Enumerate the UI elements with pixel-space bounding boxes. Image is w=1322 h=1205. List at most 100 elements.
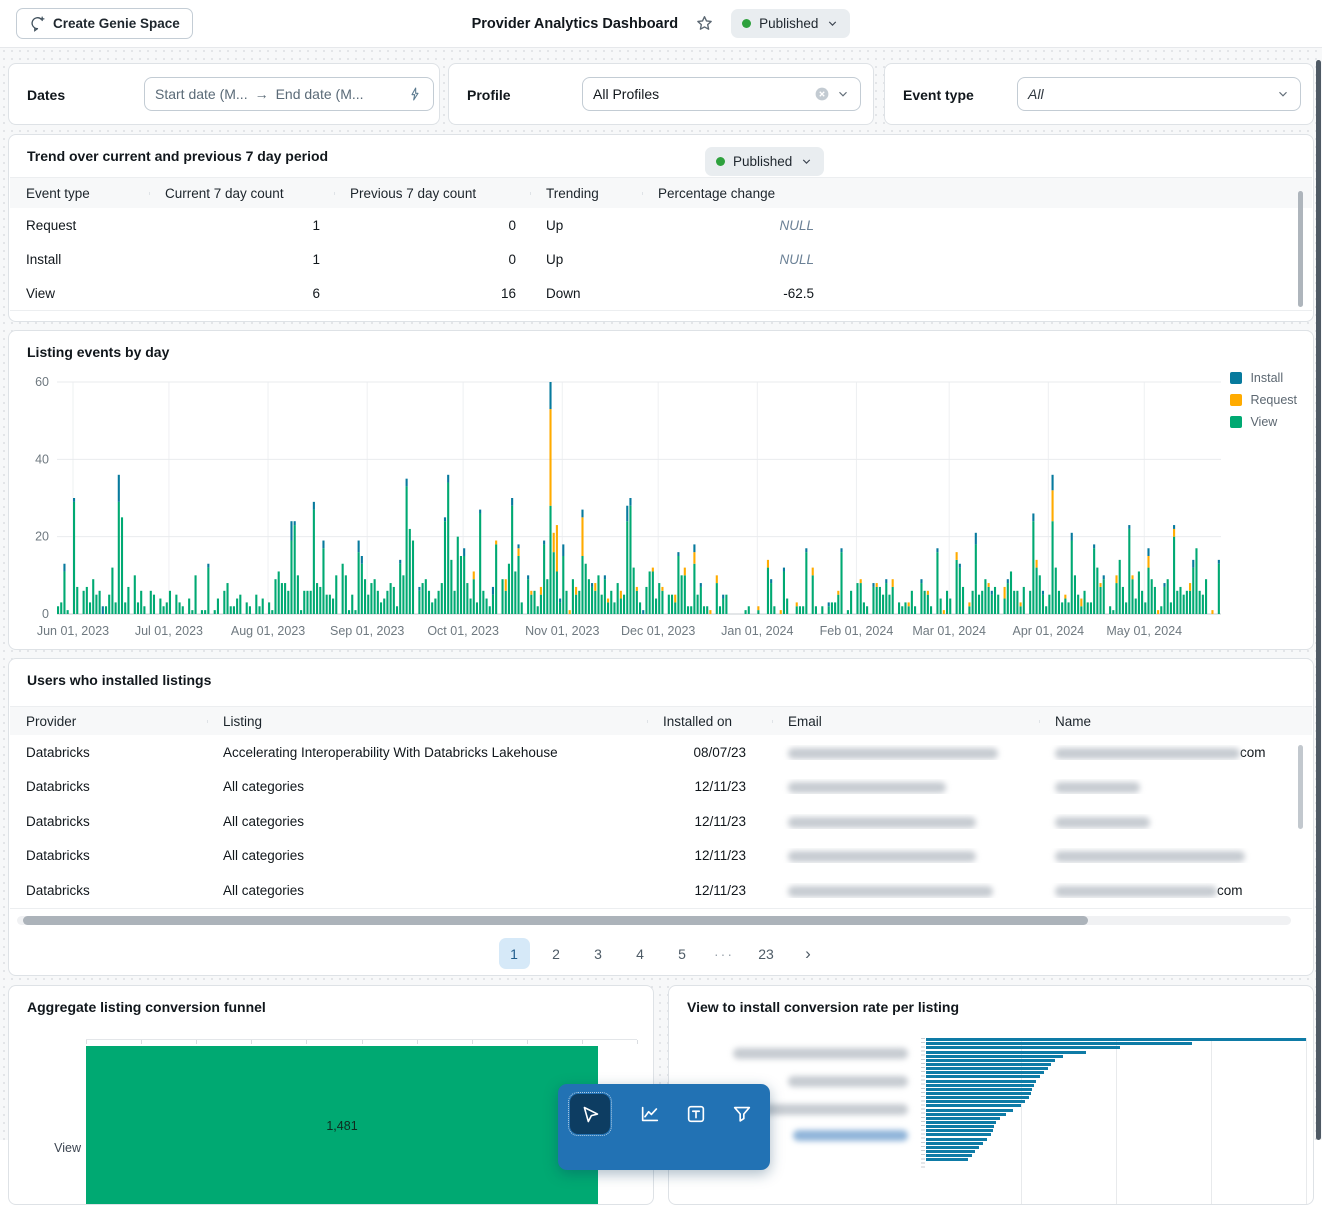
table-cell: 16 <box>500 285 516 301</box>
column-header[interactable]: Installed on <box>647 714 772 729</box>
profile-filter-card: Profile All Profiles <box>448 63 874 125</box>
svg-text:Sep 01, 2023: Sep 01, 2023 <box>330 624 404 638</box>
event-type-filter-label: Event type <box>903 87 974 103</box>
table-row[interactable]: Databricks All categories 12/11/23 <box>10 838 1312 874</box>
column-header[interactable]: Previous 7 day count <box>334 186 530 201</box>
page-scrollbar[interactable] <box>1316 60 1321 1140</box>
column-header[interactable]: Listing <box>207 714 647 729</box>
table-row[interactable]: Databricks Accelerating Interoperability … <box>10 735 1312 771</box>
table-row[interactable]: Databricks All categories 12/11/23 com <box>10 873 1312 909</box>
table-row[interactable]: View 6 16 Down -62.5 <box>10 276 1312 311</box>
funnel-bar-view[interactable]: 1,481 <box>86 1046 598 1204</box>
legend-label: View <box>1250 415 1278 429</box>
conversion-bar[interactable] <box>926 1108 1014 1112</box>
conversion-bar[interactable] <box>926 1071 1044 1075</box>
table-row[interactable]: Databricks All categories 12/11/23 <box>10 804 1312 840</box>
table-row[interactable]: Databricks All categories 12/11/23 <box>10 769 1312 805</box>
conversion-bar[interactable] <box>926 1145 980 1149</box>
conversion-bar[interactable] <box>926 1100 1025 1104</box>
conversion-bar[interactable] <box>926 1141 983 1145</box>
conversion-bar[interactable] <box>926 1046 1120 1050</box>
users-hscroll-thumb[interactable] <box>23 916 1088 925</box>
conversion-bar[interactable] <box>926 1062 1052 1066</box>
table-cell: Request <box>26 217 77 233</box>
conversion-bar[interactable] <box>926 1137 987 1141</box>
event-type-select[interactable]: All <box>1017 77 1301 111</box>
next-page-button[interactable]: › <box>805 943 811 963</box>
profile-select[interactable]: All Profiles <box>582 77 861 111</box>
conversion-bar[interactable] <box>926 1058 1056 1062</box>
event-type-filter-card: Event type All <box>884 63 1314 125</box>
table-cell: Up <box>546 251 564 267</box>
svg-text:Mar 01, 2024: Mar 01, 2024 <box>912 624 986 638</box>
users-hscroll-track[interactable] <box>17 916 1291 925</box>
conversion-bar[interactable] <box>926 1158 968 1162</box>
column-header[interactable]: Provider <box>26 714 77 729</box>
column-header[interactable]: Email <box>772 714 1039 729</box>
add-filter-tool[interactable] <box>722 1094 762 1134</box>
create-genie-space-label: Create Genie Space <box>53 16 180 31</box>
select-tool[interactable] <box>568 1092 612 1136</box>
page-button[interactable]: 1 <box>498 938 530 969</box>
svg-text:0: 0 <box>42 607 49 621</box>
column-header[interactable]: Event type <box>26 186 90 201</box>
page-button[interactable]: 23 <box>758 945 774 962</box>
conversion-bar[interactable] <box>926 1038 1306 1042</box>
table-row[interactable]: Request 1 0 Up NULL <box>10 208 1312 243</box>
page-button[interactable]: 3 <box>594 945 602 962</box>
conversion-bar[interactable] <box>926 1083 1035 1087</box>
conversion-bar[interactable] <box>926 1050 1086 1054</box>
conversion-bar[interactable] <box>926 1096 1029 1100</box>
conversion-bar[interactable] <box>926 1150 976 1154</box>
clear-selection-icon[interactable] <box>814 86 830 102</box>
text-box-icon <box>685 1103 707 1125</box>
legend-item[interactable]: Install <box>1230 371 1297 385</box>
date-range-input[interactable]: Start date (M... → End date (M... <box>144 77 434 111</box>
conversion-bar[interactable] <box>926 1112 1006 1116</box>
conversion-bar[interactable] <box>926 1092 1031 1096</box>
table-row[interactable]: Install 1 0 Up NULL <box>10 242 1312 277</box>
conversion-bar[interactable] <box>926 1079 1037 1083</box>
funnel-bar-value: 1,481 <box>326 1119 358 1133</box>
favorite-star-icon[interactable] <box>695 14 714 33</box>
svg-text:Dec 01, 2023: Dec 01, 2023 <box>621 624 695 638</box>
create-genie-space-button[interactable]: Create Genie Space <box>16 8 193 39</box>
column-header[interactable]: Percentage change <box>642 186 828 201</box>
column-header[interactable]: Trending <box>530 186 642 201</box>
column-header[interactable]: Current 7 day count <box>149 186 334 201</box>
conversion-bar[interactable] <box>926 1087 1033 1091</box>
conversion-bar[interactable] <box>926 1116 1001 1120</box>
table-cell: 1 <box>312 251 320 267</box>
users-table-scrollbar[interactable] <box>1298 745 1303 829</box>
add-visualization-tool[interactable] <box>630 1094 670 1134</box>
conversion-bar[interactable] <box>926 1104 1021 1108</box>
conversion-bar[interactable] <box>926 1125 995 1129</box>
conversion-bar[interactable] <box>926 1067 1048 1071</box>
legend-item[interactable]: View <box>1230 415 1297 429</box>
conversion-bar[interactable] <box>926 1121 997 1125</box>
svg-text:Nov 01, 2023: Nov 01, 2023 <box>525 624 599 638</box>
conversion-bar[interactable] <box>926 1054 1063 1058</box>
trend-table-scrollbar[interactable] <box>1298 191 1303 307</box>
column-header[interactable]: Name <box>1039 714 1292 729</box>
redacted-listing-label <box>733 1048 908 1059</box>
add-text-tool[interactable] <box>676 1094 716 1134</box>
page-button[interactable]: 2 <box>552 945 560 962</box>
trend-publish-status-dropdown[interactable]: Published <box>705 147 825 176</box>
publish-status-dropdown[interactable]: Published <box>731 9 851 38</box>
events-by-day-chart[interactable]: 0 20 40 60 Jun 01, 2023 Jul 01, 2023 Aug 01, 2… <box>9 365 1313 649</box>
date-range-arrow-icon: → <box>254 86 269 102</box>
legend-swatch <box>1230 394 1243 406</box>
gridline <box>1211 1038 1212 1204</box>
conversion-bar[interactable] <box>926 1042 1192 1046</box>
legend-label: Install <box>1250 371 1284 385</box>
quick-date-lightning-icon[interactable] <box>407 86 423 102</box>
conversion-bar[interactable] <box>926 1154 972 1158</box>
conversion-bar[interactable] <box>926 1133 991 1137</box>
funnel-category-label: View <box>54 1141 81 1155</box>
legend-item[interactable]: Request <box>1230 393 1297 407</box>
page-button[interactable]: 4 <box>636 945 644 962</box>
page-button[interactable]: 5 <box>678 945 686 962</box>
conversion-bar[interactable] <box>926 1075 1040 1079</box>
conversion-bar[interactable] <box>926 1129 993 1133</box>
